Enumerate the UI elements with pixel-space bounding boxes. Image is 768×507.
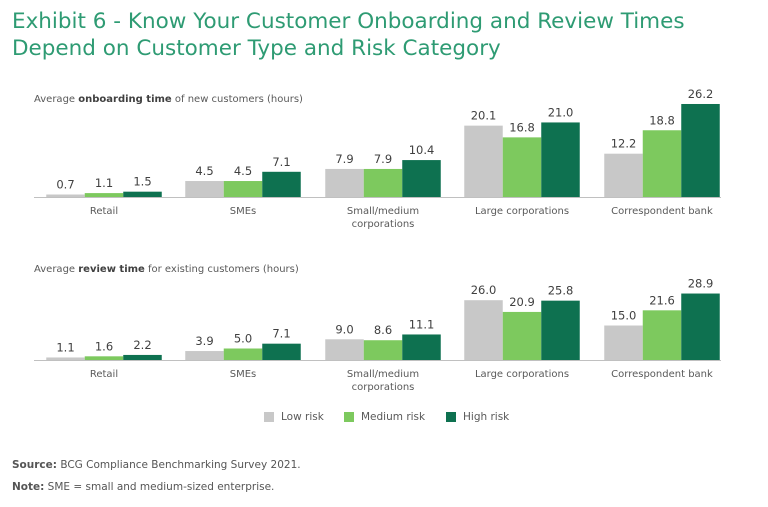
legend-item-high-risk: High risk (446, 411, 509, 423)
onboarding-bar-correspondent-bank-high-risk (681, 103, 720, 197)
review-bar-large-corporations-high-risk (541, 300, 580, 360)
source-label: Source: (12, 459, 57, 471)
review-category-label-small-medium-corporations-line-1: Small/medium (347, 369, 419, 380)
review-data-label-correspondent-bank-low-risk: 15.0 (611, 309, 637, 323)
note-text: SME = small and medium-sized enterprise. (44, 481, 275, 493)
legend-item-medium-risk: Medium risk (344, 411, 425, 423)
review-data-label-large-corporations-low-risk: 26.0 (471, 283, 497, 297)
onboarding-chart-subtitle: Average onboarding time of new customers… (34, 94, 303, 105)
onboarding-data-label-retail-high-risk: 1.5 (133, 175, 151, 189)
onboarding-bar-smes-medium-risk (223, 181, 263, 197)
onboarding-data-label-smes-high-risk: 7.1 (272, 155, 290, 169)
onboarding-data-label-retail-medium-risk: 1.1 (95, 176, 113, 190)
onboarding-data-label-correspondent-bank-high-risk: 26.2 (688, 87, 714, 101)
review-data-label-retail-low-risk: 1.1 (56, 340, 74, 354)
review-data-label-small-medium-corporations-medium-risk: 8.6 (374, 323, 392, 337)
legend-label-high-risk: High risk (463, 411, 510, 423)
onboarding-data-label-smes-medium-risk: 4.5 (234, 164, 252, 178)
review-bar-retail-medium-risk (84, 356, 124, 360)
legend-label-medium-risk: Medium risk (361, 411, 426, 423)
onboarding-category-label-large-corporations: Large corporations (475, 206, 569, 217)
onboarding-bar-small-medium-corporations-medium-risk (363, 168, 403, 197)
onboarding-data-label-small-medium-corporations-medium-risk: 7.9 (374, 152, 392, 166)
review-bar-correspondent-bank-high-risk (681, 293, 720, 360)
review-data-label-retail-medium-risk: 1.6 (95, 339, 113, 353)
source-footnote: Source: BCG Compliance Benchmarking Surv… (12, 459, 301, 471)
onboarding-data-label-large-corporations-low-risk: 20.1 (471, 109, 497, 123)
exhibit-title: Exhibit 6 - Know Your Customer Onboardin… (12, 8, 752, 62)
onboarding-bar-smes-low-risk (185, 181, 224, 197)
review-data-label-smes-low-risk: 3.9 (195, 334, 213, 348)
onboarding-category-label-smes: SMEs (230, 206, 257, 217)
legend-label-low-risk: Low risk (281, 411, 324, 423)
source-text: BCG Compliance Benchmarking Survey 2021. (56, 459, 301, 471)
onboarding-data-label-smes-low-risk: 4.5 (195, 164, 213, 178)
review-data-label-small-medium-corporations-high-risk: 11.1 (409, 317, 435, 331)
review-chart-subtitle: Average review time for existing custome… (34, 264, 299, 275)
review-data-label-small-medium-corporations-low-risk: 9.0 (335, 322, 353, 336)
onboarding-bar-retail-medium-risk (84, 193, 124, 197)
review-bar-retail-low-risk (46, 357, 85, 360)
review-bar-small-medium-corporations-low-risk (325, 339, 364, 360)
onboarding-category-label-small-medium-corporations-line-2: corporations (352, 219, 415, 230)
review-category-label-small-medium-corporations-line-2: corporations (352, 382, 415, 393)
legend: Low risk Medium risk High risk (0, 411, 768, 425)
review-bar-large-corporations-low-risk (464, 300, 503, 360)
legend-swatch-low-risk (264, 412, 274, 422)
onboarding-category-label-small-medium-corporations-line-1: Small/medium (347, 206, 419, 217)
onboarding-category-label-retail: Retail (90, 206, 118, 217)
review-data-label-large-corporations-medium-risk: 20.9 (509, 295, 535, 309)
onboarding-data-label-small-medium-corporations-high-risk: 10.4 (409, 143, 435, 157)
onboarding-data-label-small-medium-corporations-low-risk: 7.9 (335, 152, 353, 166)
legend-swatch-high-risk (446, 412, 456, 422)
review-bar-correspondent-bank-low-risk (604, 325, 643, 360)
title-line-1: Exhibit 6 - Know Your Customer Onboardin… (12, 9, 685, 34)
review-bar-smes-low-risk (185, 351, 224, 360)
title-line-2: Depend on Customer Type and Risk Categor… (12, 36, 501, 61)
review-data-label-correspondent-bank-high-risk: 28.9 (688, 277, 714, 291)
review-bar-small-medium-corporations-medium-risk (363, 340, 403, 360)
onboarding-bar-correspondent-bank-medium-risk (642, 130, 682, 197)
review-data-label-smes-medium-risk: 5.0 (234, 332, 252, 346)
review-data-label-smes-high-risk: 7.1 (272, 327, 290, 341)
legend-swatch-medium-risk (344, 412, 354, 422)
review-bar-retail-high-risk (123, 354, 162, 360)
review-bar-large-corporations-medium-risk (502, 311, 542, 360)
onboarding-category-label-correspondent-bank: Correspondent bank (611, 206, 713, 217)
onboarding-bar-large-corporations-low-risk (464, 125, 503, 197)
onboarding-data-label-retail-low-risk: 0.7 (56, 178, 74, 192)
review-bar-small-medium-corporations-high-risk (402, 334, 441, 360)
onboarding-bar-retail-high-risk (123, 191, 162, 197)
onboarding-data-label-correspondent-bank-medium-risk: 18.8 (649, 113, 675, 127)
onboarding-bar-small-medium-corporations-high-risk (402, 160, 441, 197)
onboarding-bar-large-corporations-medium-risk (502, 137, 542, 197)
onboarding-bar-correspondent-bank-low-risk (604, 153, 643, 197)
review-bar-smes-high-risk (262, 343, 301, 360)
review-category-label-smes: SMEs (230, 369, 257, 380)
review-category-label-correspondent-bank: Correspondent bank (611, 369, 713, 380)
review-bar-smes-medium-risk (223, 348, 263, 360)
note-label: Note: (12, 481, 45, 493)
note-footnote: Note: SME = small and medium-sized enter… (12, 481, 274, 493)
review-category-label-large-corporations: Large corporations (475, 369, 569, 380)
onboarding-data-label-large-corporations-medium-risk: 16.8 (509, 120, 535, 134)
onboarding-data-label-large-corporations-high-risk: 21.0 (548, 105, 574, 119)
review-data-label-correspondent-bank-medium-risk: 21.6 (649, 293, 675, 307)
charts-canvas: Average onboarding time of new customers… (34, 87, 721, 393)
onboarding-bar-smes-high-risk (262, 171, 301, 197)
review-data-label-retail-high-risk: 2.2 (133, 338, 151, 352)
review-bar-correspondent-bank-medium-risk (642, 310, 682, 360)
legend-item-low-risk: Low risk (264, 411, 324, 423)
onboarding-data-label-correspondent-bank-low-risk: 12.2 (611, 137, 637, 151)
review-data-label-large-corporations-high-risk: 25.8 (548, 284, 574, 298)
onboarding-bar-large-corporations-high-risk (541, 122, 580, 197)
onboarding-bar-small-medium-corporations-low-risk (325, 168, 364, 197)
onboarding-bar-retail-low-risk (46, 194, 85, 197)
review-category-label-retail: Retail (90, 369, 118, 380)
